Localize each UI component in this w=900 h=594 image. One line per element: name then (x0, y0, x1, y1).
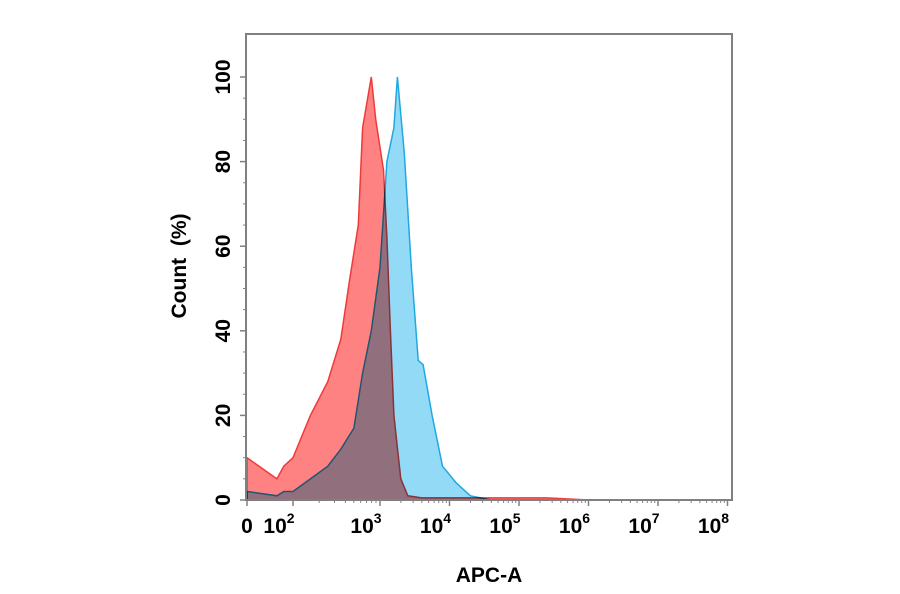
x-tick-label: 103 (350, 510, 381, 538)
y-tick-label: 100 (212, 59, 235, 94)
x-tick-label: 106 (559, 510, 590, 538)
plot-area (246, 76, 589, 501)
histogram-series-blue (246, 76, 492, 501)
x-tick-label: 108 (698, 510, 729, 538)
x-tick-label: 107 (628, 510, 659, 538)
x-tick-label: 104 (420, 510, 451, 538)
x-tick-label: 102 (263, 510, 294, 538)
y-axis-title: Count (%) (168, 214, 191, 319)
x-tick-label: 0 (241, 515, 253, 538)
y-tick-label: 20 (212, 404, 235, 427)
x-tick-label: 105 (489, 510, 520, 538)
y-tick-label: 60 (212, 235, 235, 258)
y-tick-label: 0 (212, 494, 235, 506)
x-axis: 0 102 103 104 105 106 107 108 (241, 500, 729, 538)
y-tick-label: 40 (212, 319, 235, 342)
x-axis-title: APC-A (456, 564, 523, 587)
y-tick-label: 80 (212, 150, 235, 173)
y-axis: 0 20 40 60 80 100 (212, 59, 247, 506)
